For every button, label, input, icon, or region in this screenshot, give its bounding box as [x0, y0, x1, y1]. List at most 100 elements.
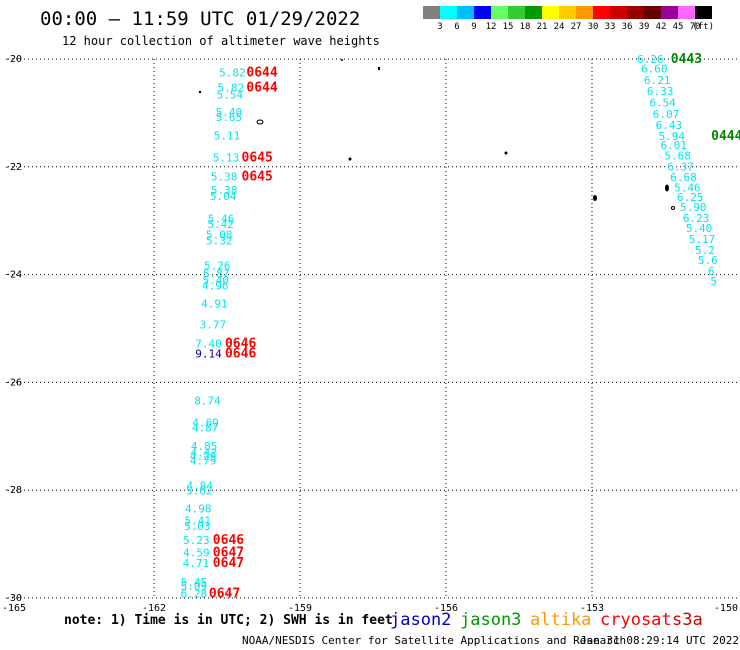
colorbar-label: 36: [622, 22, 633, 32]
swh-value-label: 6.33: [647, 85, 674, 98]
swh-value-label: 4.42: [190, 446, 217, 459]
swh-value-label: 6: [708, 265, 715, 278]
pass-time-label: 0647: [213, 556, 244, 571]
swh-value-label: 4.69: [192, 416, 219, 429]
pass-time-label: 0644: [246, 81, 277, 96]
swh-points: 5.825.825.545.405.655.115.135.385.385.04…: [181, 53, 718, 601]
island-marker: [593, 195, 597, 201]
satellite-legend-s3a: s3a: [672, 610, 703, 630]
swh-value-label: 4.85: [191, 440, 218, 453]
colorbar-swatch: [559, 6, 576, 19]
swh-value-label: 5.94: [659, 130, 686, 143]
y-tick-label: -24: [4, 270, 22, 281]
island-marker: [665, 184, 669, 192]
colorbar-label: 33: [605, 22, 616, 32]
swh-value-label: 5.54: [217, 89, 244, 102]
colorbar-label: 12: [486, 22, 497, 32]
pass-time-label: 0646: [213, 533, 244, 548]
swh-value-label: 7.40: [195, 338, 222, 351]
colorbar-label: 24: [554, 22, 565, 32]
swh-value-label: 5.42: [207, 218, 234, 231]
colorbar-swatch: [474, 6, 491, 19]
swh-value-label: 6.07: [653, 108, 680, 121]
colorbar-swatch: [644, 6, 661, 19]
satellite-legend-cryosat: cryosat: [600, 610, 672, 630]
swh-value-label: 5.26: [204, 259, 231, 272]
pass-time-label: 0646: [225, 337, 256, 352]
swh-value-label: 5.11: [214, 130, 241, 143]
axis-tick-labels: -20 -22 -24 -26 -28 -30-165 -162 -159 -156 -153 -1…: [2, 54, 738, 614]
swh-value-label: 5.04: [210, 190, 237, 203]
colorbar-swatch: [678, 6, 695, 19]
colorbar-swatch: [491, 6, 508, 19]
swh-value-label: 5.13: [213, 152, 240, 165]
swh-value-label: 6.26: [637, 53, 664, 66]
swh-value-label: 5.08: [206, 229, 233, 242]
swh-value-label: 6.28: [181, 588, 208, 601]
swh-value-label: 6.25: [677, 191, 704, 204]
credit-text: NOAA/NESDIS Center for Satellite Applica…: [242, 634, 626, 647]
x-tick-label: -165: [2, 603, 26, 614]
colorbar-swatch: [508, 6, 525, 19]
colorbar-swatch: [576, 6, 593, 19]
y-tick-label: -22: [4, 162, 22, 173]
swh-value-label: 5: [710, 275, 717, 288]
swh-value-label: 6.21: [644, 74, 671, 87]
colorbar-label: 6: [454, 22, 459, 32]
y-tick-label: -30: [4, 593, 22, 604]
colorbar-label: 42: [656, 22, 667, 32]
pass-time-label: 0444: [711, 129, 740, 144]
note-text: note: 1) Time is in UTC; 2) SWH is in fe…: [64, 613, 393, 628]
swh-value-label: 5.82: [219, 66, 246, 79]
colorbar-swatch: [593, 6, 610, 19]
colorbar-swatch: [542, 6, 559, 19]
swh-value-label: 6.68: [670, 171, 697, 184]
swh-value-label: 5.03: [184, 520, 211, 533]
satellite-legend-jason2: jason2: [390, 610, 451, 630]
colorbar-label: 70: [690, 22, 701, 32]
chart-title: 00:00 – 11:59 UTC 01/29/2022: [40, 8, 360, 30]
swh-value-label: 6.54: [649, 97, 676, 110]
colorbar-swatch: [457, 6, 474, 19]
swh-value-label: 5.2: [695, 244, 715, 257]
pass-time-label: 0645: [242, 151, 273, 166]
swh-value-label: 8.74: [194, 395, 221, 408]
swh-value-label: 5.82: [218, 82, 245, 95]
island-marker: [504, 151, 508, 155]
chart-subtitle: 12 hour collection of altimeter wave hei…: [62, 34, 380, 48]
swh-value-label: 5.38: [211, 184, 238, 197]
swh-value-label: 5.38: [211, 171, 238, 184]
swh-value-label: 5.23: [183, 534, 210, 547]
swh-value-label: 4.98: [185, 503, 212, 516]
colorbar-label: 27: [571, 22, 582, 32]
y-tick-label: -26: [4, 377, 22, 388]
island-marker: [671, 206, 675, 210]
swh-value-label: 4.71: [183, 557, 210, 570]
island-marker: [378, 67, 380, 70]
island-outlines: [198, 59, 675, 210]
colorbar-swatch: [695, 6, 712, 19]
swh-value-label: 4.91: [201, 298, 228, 311]
swh-value-label: 6.43: [656, 119, 683, 132]
x-tick-label: -156: [434, 603, 458, 614]
x-tick-label: -162: [142, 603, 166, 614]
swh-value-label: 5.40: [216, 106, 243, 119]
island-marker: [198, 90, 202, 94]
colorbar-label: 18: [520, 22, 531, 32]
swh-value-label: 5.87: [203, 268, 230, 281]
colorbar-label: 30: [588, 22, 599, 32]
colorbar-swatch: [525, 6, 542, 19]
pass-time-label: 0644: [246, 65, 277, 80]
swh-value-label: 5.46: [674, 181, 701, 194]
grid-lines: [8, 58, 738, 599]
y-tick-label: -20: [4, 54, 22, 65]
swh-value-label: 5.46: [208, 213, 235, 226]
colorbar-label: 3: [437, 22, 442, 32]
colorbar-label: 21: [537, 22, 548, 32]
pass-time-label: 0647: [209, 587, 240, 602]
x-tick-label: -159: [288, 603, 312, 614]
swh-value-label: 9.14: [195, 347, 222, 360]
island-marker: [256, 119, 264, 125]
swh-value-label: 4.59: [183, 547, 210, 560]
